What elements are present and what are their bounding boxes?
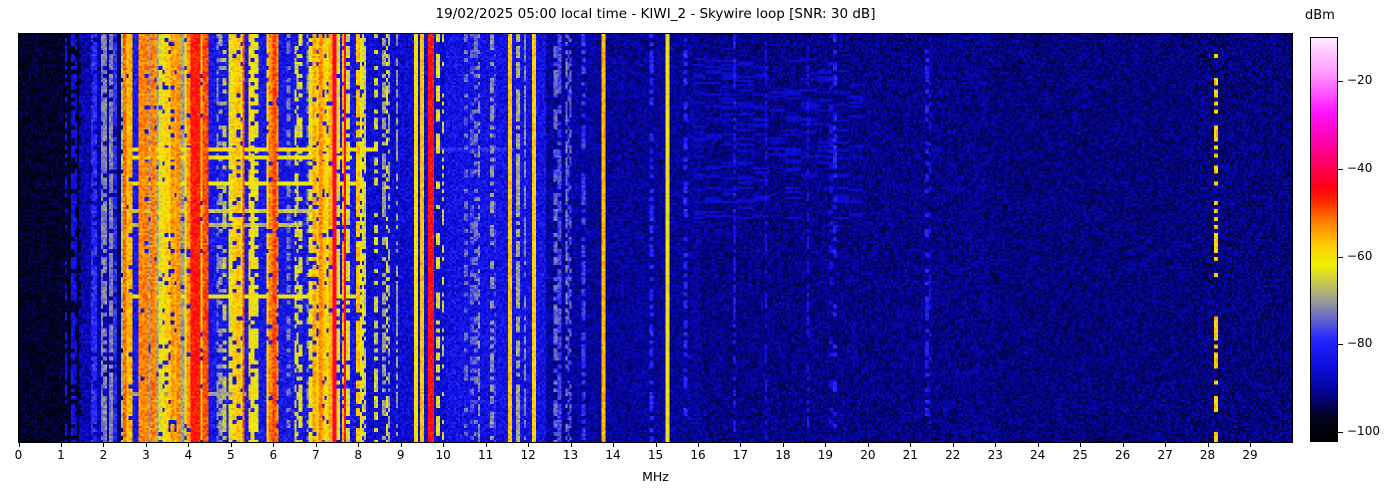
x-tick-mark	[443, 443, 445, 447]
x-tick-mark	[358, 443, 360, 447]
x-tick-label: 16	[690, 448, 706, 462]
x-tick-mark	[1165, 443, 1167, 447]
x-tick-label: 2	[99, 448, 108, 462]
colorbar-tick-mark	[1338, 256, 1343, 258]
x-tick-label: 14	[605, 448, 621, 462]
colorbar-tick-mark	[1338, 431, 1343, 433]
x-tick-label: 7	[311, 448, 320, 462]
x-tick-mark	[18, 443, 20, 447]
x-tick-label: 25	[1072, 448, 1088, 462]
colorbar-tick-label: −100	[1347, 423, 1380, 438]
x-tick-mark	[910, 443, 912, 447]
x-tick-label: 21	[902, 448, 918, 462]
x-tick-mark	[103, 443, 105, 447]
x-tick-mark	[867, 443, 869, 447]
x-tick-mark	[570, 443, 572, 447]
x-tick-label: 9	[396, 448, 405, 462]
x-tick-label: 22	[945, 448, 961, 462]
colorbar-tick-label: −80	[1347, 336, 1373, 351]
x-tick-label: 26	[1114, 448, 1131, 462]
x-tick-mark	[697, 443, 699, 447]
x-tick-label: 10	[435, 448, 451, 462]
x-tick-label: 0	[14, 448, 23, 462]
x-axis-label: MHz	[642, 469, 669, 484]
x-tick-mark	[1080, 443, 1082, 447]
x-tick-mark	[315, 443, 317, 447]
x-tick-label: 17	[732, 448, 749, 462]
x-tick-mark	[782, 443, 784, 447]
x-tick-mark	[230, 443, 232, 447]
x-tick-label: 28	[1199, 448, 1216, 462]
x-tick-label: 15	[647, 448, 664, 462]
waterfall-plot-area	[18, 33, 1293, 443]
x-tick-label: 11	[477, 448, 494, 462]
x-tick-mark	[1037, 443, 1039, 447]
x-tick-label: 13	[562, 448, 579, 462]
x-tick-mark	[995, 443, 997, 447]
x-tick-label: 27	[1157, 448, 1173, 462]
x-tick-mark	[485, 443, 487, 447]
x-tick-label: 1	[57, 448, 65, 462]
x-tick-mark	[740, 443, 742, 447]
colorbar-tick-label: −40	[1347, 160, 1373, 175]
x-tick-label: 3	[142, 448, 150, 462]
x-tick-mark	[273, 443, 275, 447]
x-tick-mark	[400, 443, 402, 447]
x-tick-mark	[1250, 443, 1252, 447]
x-tick-label: 23	[987, 448, 1003, 462]
x-tick-mark	[655, 443, 657, 447]
colorbar	[1310, 37, 1338, 442]
x-tick-mark	[60, 443, 62, 447]
x-tick-label: 19	[817, 448, 833, 462]
x-tick-mark	[613, 443, 615, 447]
x-tick-label: 6	[269, 448, 278, 462]
x-tick-mark	[188, 443, 190, 447]
x-tick-label: 29	[1242, 448, 1258, 462]
colorbar-tick-mark	[1338, 168, 1343, 170]
x-tick-label: 20	[860, 448, 876, 462]
x-tick-mark	[825, 443, 827, 447]
x-tick-mark	[1207, 443, 1209, 447]
colorbar-unit-label: dBm	[1305, 8, 1335, 23]
x-tick-mark	[528, 443, 530, 447]
colorbar-tick-label: −20	[1347, 73, 1373, 88]
colorbar-tick-label: −60	[1347, 248, 1373, 263]
colorbar-tick-mark	[1338, 81, 1343, 83]
x-tick-label: 18	[775, 448, 791, 462]
x-tick-label: 8	[354, 448, 363, 462]
x-tick-mark	[1122, 443, 1124, 447]
figure-title: 19/02/2025 05:00 local time - KIWI_2 - S…	[435, 6, 876, 22]
x-tick-mark	[952, 443, 954, 447]
x-tick-label: 4	[184, 448, 193, 462]
colorbar-tick-mark	[1338, 344, 1343, 346]
x-tick-label: 24	[1030, 448, 1046, 462]
colorbar-gradient-canvas	[1311, 38, 1337, 441]
x-tick-label: 5	[227, 448, 235, 462]
spectrogram-canvas	[19, 34, 1292, 442]
x-tick-mark	[145, 443, 147, 447]
x-tick-label: 12	[520, 448, 536, 462]
